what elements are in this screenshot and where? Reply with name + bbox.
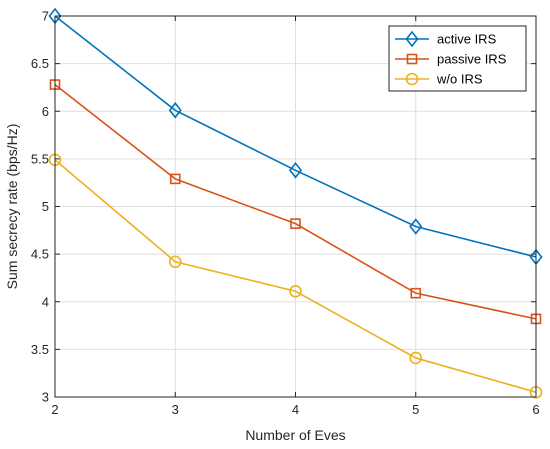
y-tick-label: 7 (42, 9, 49, 24)
y-tick-label: 3 (42, 390, 49, 405)
y-tick-label: 6 (42, 104, 49, 119)
series-line (54, 83, 537, 320)
square-marker (290, 218, 301, 229)
x-tick-label: 2 (51, 402, 58, 417)
y-tick-label: 6.5 (31, 56, 49, 71)
legend: active IRS passive IRS w/o IRS (388, 25, 527, 92)
legend-label: passive IRS (437, 52, 507, 67)
y-axis-label: Sum secrecy rate (bps/Hz) (4, 124, 20, 290)
circle-marker (168, 255, 182, 269)
x-tick-label: 4 (292, 402, 299, 417)
legend-entry: passive IRS (395, 52, 507, 67)
square-marker (406, 53, 418, 65)
circle-marker (405, 72, 419, 86)
legend-label: w/o IRS (436, 72, 483, 87)
series-w-o-irs (48, 153, 543, 399)
x-axis-label: Number of Eves (245, 427, 345, 443)
series-group (48, 7, 543, 399)
y-tick-label: 5.5 (31, 151, 49, 166)
x-tick-label: 5 (412, 402, 419, 417)
y-tick-label: 5 (42, 199, 49, 214)
y-tick-label: 4.5 (31, 247, 49, 262)
circle-marker (289, 284, 302, 298)
diamond-marker (405, 30, 419, 48)
legend-entry: active IRS (395, 30, 497, 48)
x-tick-label: 3 (172, 402, 179, 417)
plot-frame (54, 15, 537, 398)
square-marker (169, 173, 181, 185)
series-line (54, 15, 537, 258)
y-tick-label: 4 (42, 294, 49, 309)
circle-marker (409, 351, 423, 365)
diamond-marker (288, 162, 303, 179)
y-tick-label: 3.5 (31, 342, 49, 357)
diamond-marker (409, 218, 423, 235)
y-axis-ticks: 3 3.5 4 4.5 5 5.5 6 6.5 7 (31, 9, 536, 405)
series-line (54, 159, 537, 394)
legend-entry: w/o IRS (395, 72, 483, 87)
square-marker (410, 287, 422, 299)
x-tick-label: 6 (532, 402, 539, 417)
legend-label: active IRS (437, 32, 497, 47)
diamond-marker (168, 102, 182, 119)
